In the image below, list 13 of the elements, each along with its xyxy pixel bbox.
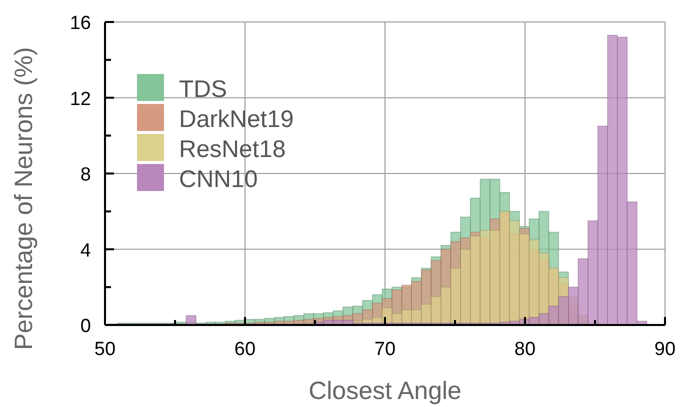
x-tick-label: 90 bbox=[654, 339, 676, 360]
legend-label: TDS bbox=[179, 76, 227, 103]
x-axis-title: Closest Angle bbox=[308, 377, 462, 405]
x-tick-label: 60 bbox=[234, 339, 256, 360]
y-tick-label: 0 bbox=[80, 316, 91, 337]
y-axis-title: Percentage of Neurons (%) bbox=[10, 47, 38, 350]
y-tick-label: 4 bbox=[80, 240, 92, 262]
x-tick-label: 70 bbox=[374, 339, 396, 360]
x-tick-label: 80 bbox=[514, 339, 536, 360]
y-tick-label: 16 bbox=[70, 13, 91, 34]
y-tick-label: 12 bbox=[70, 88, 91, 110]
x-tick-label: 50 bbox=[94, 339, 116, 360]
y-tick-label: 8 bbox=[80, 164, 91, 186]
